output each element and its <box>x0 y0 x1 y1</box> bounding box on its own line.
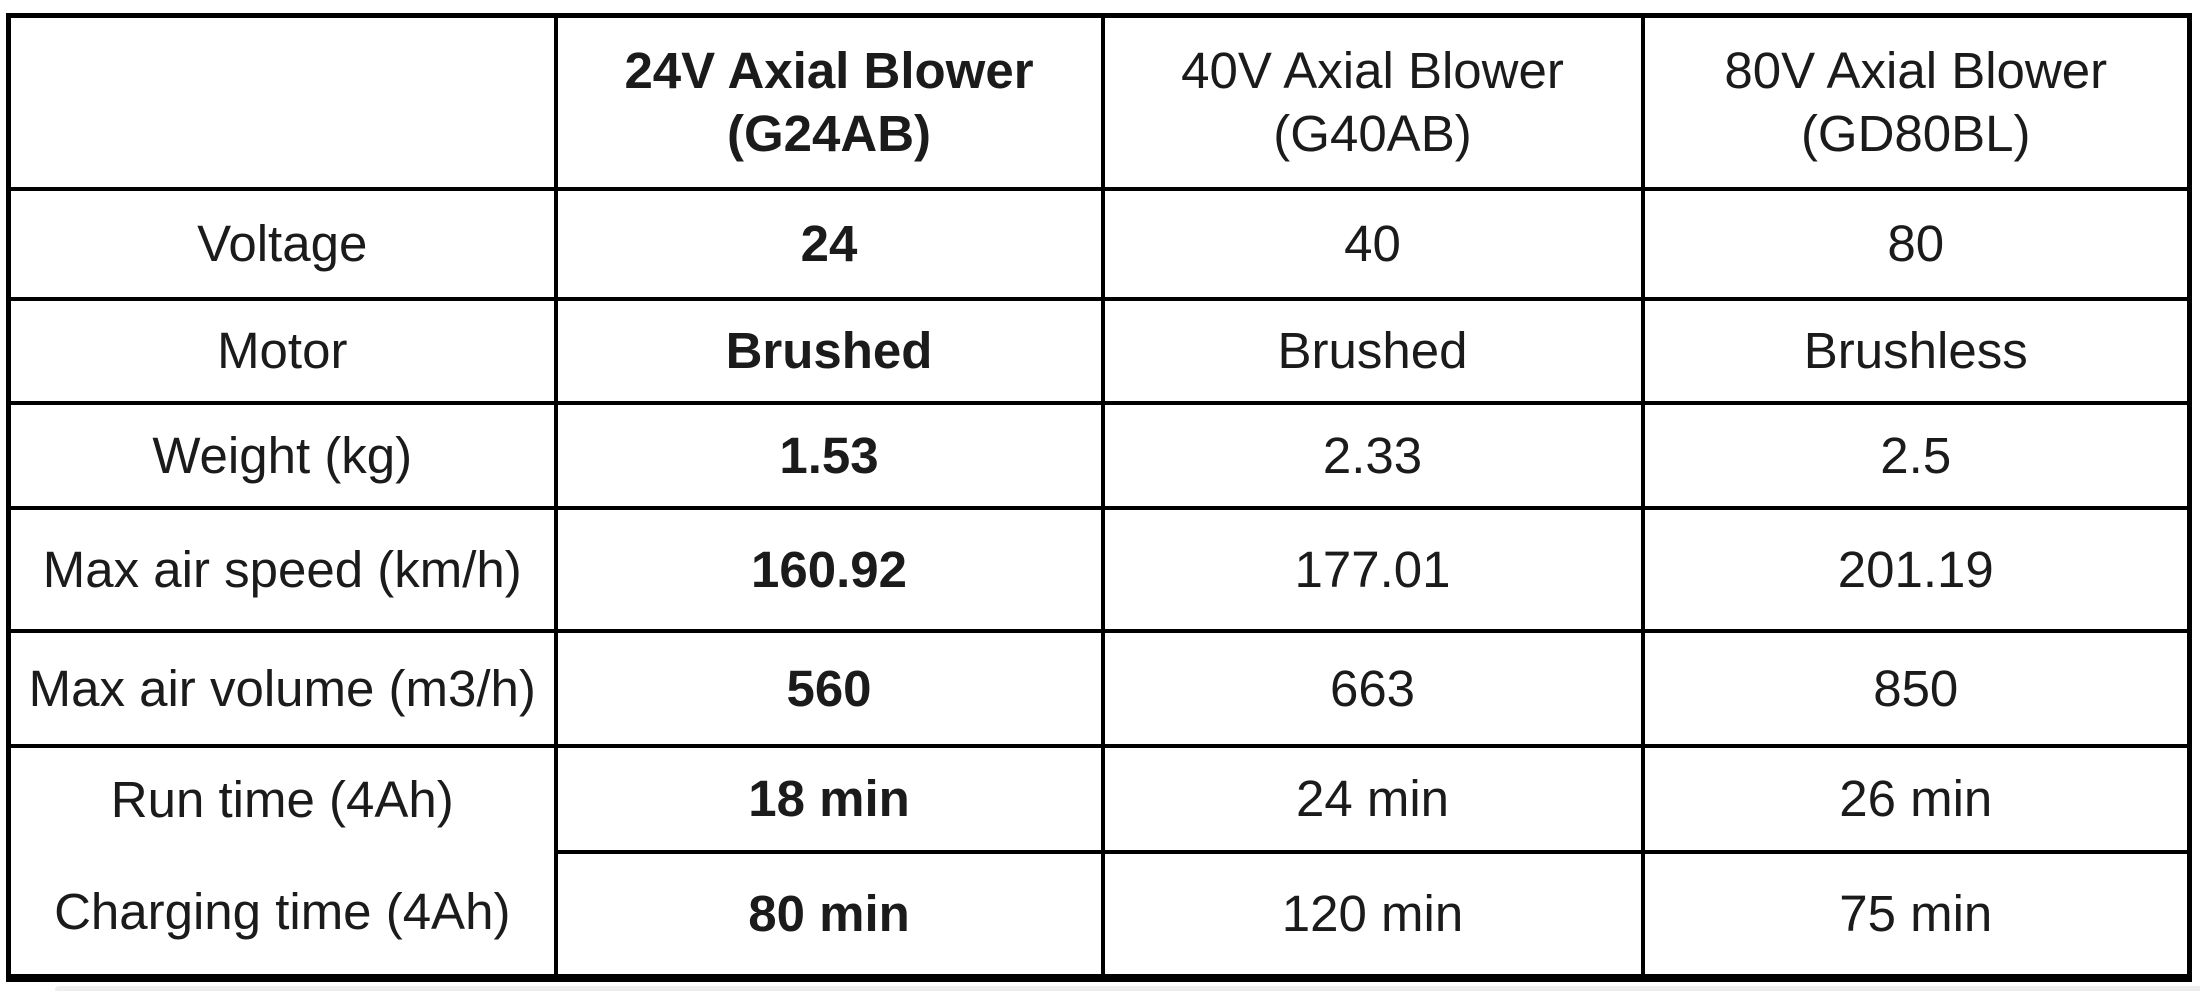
cell-weight-40v: 2.33 <box>1100 401 1645 511</box>
table-row-motor: Motor Brushed Brushed Brushless <box>6 296 2192 406</box>
column-header-40v: 40V Axial Blower (G40AB) <box>1100 13 1645 191</box>
table-row-max-air-speed: Max air speed (km/h) 160.92 177.01 201.1… <box>6 506 2192 634</box>
row-label-time-group: Run time (4Ah) Charging time (4Ah) <box>6 743 558 981</box>
cell-run-time-80v: 26 min <box>1640 743 2192 854</box>
table-row-weight: Weight (kg) 1.53 2.33 2.5 <box>6 401 2192 511</box>
column-model: (GD80BL) <box>1800 105 2031 163</box>
cell-max-air-volume-24v: 560 <box>553 629 1105 748</box>
cell-charging-time-80v: 75 min <box>1640 849 2192 981</box>
column-model: (G24AB) <box>726 105 932 163</box>
cell-voltage-80v: 80 <box>1640 186 2192 301</box>
cell-motor-24v: Brushed <box>553 296 1105 406</box>
column-header-80v: 80V Axial Blower (GD80BL) <box>1640 13 2192 191</box>
spec-comparison-table: 24V Axial Blower (G24AB) 40V Axial Blowe… <box>6 13 2192 982</box>
cell-charging-time-40v: 120 min <box>1100 849 1645 981</box>
cell-max-air-speed-24v: 160.92 <box>553 506 1105 634</box>
row-label-voltage: Voltage <box>6 186 558 301</box>
cell-run-time-40v: 24 min <box>1100 743 1645 854</box>
column-title: 40V Axial Blower <box>1181 41 1564 99</box>
column-title: 24V Axial Blower <box>624 41 1034 99</box>
column-title: 80V Axial Blower <box>1724 41 2108 99</box>
table-row-max-air-volume: Max air volume (m3/h) 560 663 850 <box>6 629 2192 748</box>
column-model: (G40AB) <box>1273 105 1472 163</box>
row-label-weight: Weight (kg) <box>6 401 558 511</box>
cell-max-air-speed-40v: 177.01 <box>1100 506 1645 634</box>
corner-cell <box>6 13 558 191</box>
table-row-run-time: Run time (4Ah) Charging time (4Ah) 18 mi… <box>6 743 2192 981</box>
row-label-run-time: Run time (4Ah) <box>110 770 454 828</box>
row-label-max-air-volume: Max air volume (m3/h) <box>6 629 558 748</box>
table-row-charging-time: 80 min 120 min 75 min <box>9 849 2192 981</box>
page-edge-band <box>55 986 2200 991</box>
cell-motor-40v: Brushed <box>1100 296 1645 406</box>
row-label-motor: Motor <box>6 296 558 406</box>
cell-charging-time-24v: 80 min <box>553 849 1105 981</box>
row-label-max-air-speed: Max air speed (km/h) <box>6 506 558 634</box>
cell-max-air-volume-80v: 850 <box>1640 629 2192 748</box>
cell-weight-24v: 1.53 <box>553 401 1105 511</box>
cell-weight-80v: 2.5 <box>1640 401 2192 511</box>
cell-voltage-24v: 24 <box>553 186 1105 301</box>
row-label-charging-time: Charging time (4Ah) <box>54 882 511 940</box>
cell-motor-80v: Brushless <box>1640 296 2192 406</box>
cell-voltage-40v: 40 <box>1100 186 1645 301</box>
header-row: 24V Axial Blower (G24AB) 40V Axial Blowe… <box>6 13 2192 191</box>
table-row-voltage: Voltage 24 40 80 <box>6 186 2192 301</box>
cell-max-air-volume-40v: 663 <box>1100 629 1645 748</box>
column-header-24v: 24V Axial Blower (G24AB) <box>553 13 1105 191</box>
cell-run-time-24v: 18 min <box>553 743 1105 854</box>
cell-max-air-speed-80v: 201.19 <box>1640 506 2192 634</box>
time-label-stack: Run time (4Ah) Charging time (4Ah) <box>11 749 554 973</box>
